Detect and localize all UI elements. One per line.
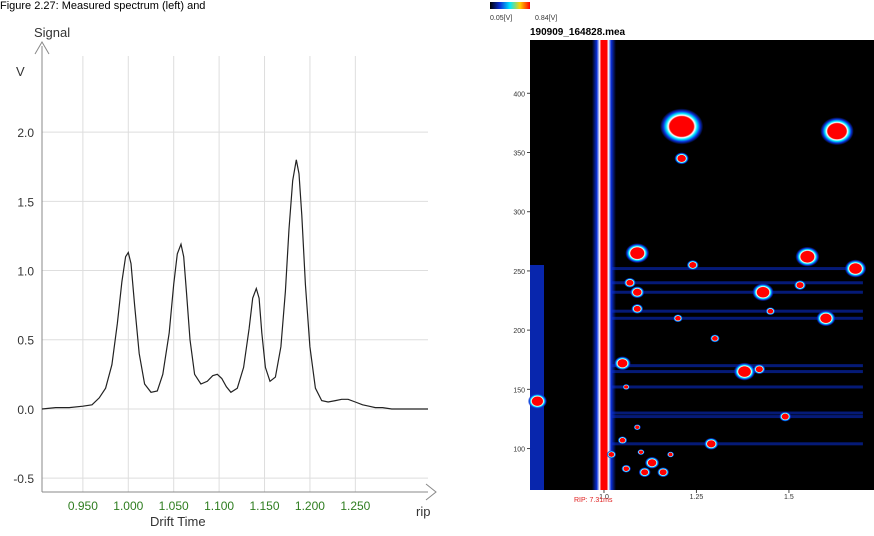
y-tick-label: 0.5 (17, 334, 34, 348)
x-tick-label: 1.100 (204, 499, 234, 513)
y-tick-label: 0.0 (17, 403, 34, 417)
x-tick-label: 1.250 (340, 499, 370, 513)
peak-blob (795, 246, 820, 267)
colorbar (490, 2, 530, 9)
grid (42, 56, 428, 492)
x-tick-label: 1.000 (113, 499, 143, 513)
peak-blob (637, 449, 645, 456)
x-tick-label: 1.150 (250, 499, 280, 513)
heatmap-y-tick-labels: 100 150 200 250 300 350 400 (513, 91, 530, 454)
signal-line (41, 159, 428, 410)
y-tick-label: 2.0 (17, 126, 34, 140)
x-tick-label: 1.200 (295, 499, 325, 513)
peak-blob (753, 364, 766, 375)
streak (611, 316, 863, 320)
y-tick-label: 250 (513, 269, 525, 276)
peak-blob (844, 259, 867, 278)
peak-blob (674, 152, 689, 165)
heatmap: 0.05[V] 0.84[V] 190909_164828.mea 100 150… (490, 2, 874, 504)
peak-blob (638, 467, 651, 478)
peak-blob (614, 356, 631, 371)
peak-blob (794, 280, 807, 291)
y-tick-label: 300 (513, 210, 525, 217)
rip-band (591, 40, 616, 490)
peak-blob (623, 277, 636, 288)
y-tick-label: 200 (513, 328, 525, 335)
y-tick-label: 1.5 (17, 195, 34, 209)
peak-blob (666, 451, 675, 458)
peak-blob (617, 436, 628, 445)
peak-blob (816, 310, 836, 327)
peak-blob (820, 117, 854, 146)
y-axis-arrow (34, 41, 50, 55)
peak-blob (631, 303, 644, 314)
peak-blob (710, 334, 720, 343)
peak-blob (622, 383, 630, 390)
streak (611, 411, 863, 415)
x-tick-label: 1.050 (159, 499, 189, 513)
figure-caption: Figure 2.27: Measured spectrum (left) an… (0, 0, 206, 12)
peak-blob (686, 260, 699, 270)
peak-blob (779, 411, 792, 422)
peak-blob (733, 362, 756, 381)
y-tick-label: 150 (513, 387, 525, 394)
peak-blob (765, 307, 776, 316)
line-chart: -0.5 0.0 0.5 1.0 1.5 2.0 0.950 1.000 1.050 1.100… (13, 25, 437, 529)
peak-blob (527, 393, 547, 410)
x-axis-arrow (425, 483, 437, 501)
peak-blob (633, 424, 641, 431)
peak-blob (630, 286, 645, 299)
peak-blob (704, 437, 719, 450)
axes (34, 41, 437, 501)
heatmap-x-tick-labels: 1.0 1.25 1.5 (599, 490, 794, 501)
streak (611, 415, 863, 419)
y-axis-label: Signal (34, 25, 70, 40)
peak-blob (752, 283, 774, 302)
y-tick-label: 100 (513, 447, 525, 454)
colorbar-max-label: 0.84[V] (535, 15, 557, 22)
x-axis-label: Drift Time (150, 514, 206, 529)
streak (611, 281, 863, 285)
y-tick-labels: -0.5 0.0 0.5 1.0 1.5 2.0 (13, 126, 34, 486)
edge-band (530, 265, 544, 490)
peak-blob (625, 243, 650, 264)
heatmap-background (530, 40, 874, 490)
peak-blob (644, 456, 660, 469)
x-tick-label: 1.5 (784, 494, 794, 501)
colorbar-min-label: 0.05[V] (490, 15, 512, 22)
peak-blob (673, 314, 683, 323)
rip-label: RIP: 7.31ms (574, 497, 613, 504)
y-tick-label: 400 (513, 91, 525, 98)
x-tick-label: 1.0 (599, 494, 609, 501)
streak (611, 290, 863, 294)
x-tick-labels: 0.950 1.000 1.050 1.100 1.150 1.200 1.250 (68, 499, 371, 513)
y-axis-unit: V (16, 64, 25, 79)
streak (611, 442, 863, 446)
x-tick-label: 1.25 (690, 494, 704, 501)
x-tick-label: 0.950 (68, 499, 98, 513)
heatmap-title: 190909_164828.mea (530, 27, 626, 38)
peak-blob (660, 108, 704, 145)
streak (611, 309, 863, 313)
y-tick-label: -0.5 (13, 472, 34, 486)
heatmap-panel: 0.05[V] 0.84[V] 190909_164828.mea 100 150… (490, 0, 874, 531)
peak-blob (657, 467, 670, 478)
y-tick-label: 1.0 (17, 265, 34, 279)
heatmap-area (527, 40, 874, 490)
streak (611, 385, 863, 389)
streak (611, 267, 863, 271)
y-tick-label: 350 (513, 151, 525, 158)
peak-blob (606, 450, 617, 459)
x-axis-unit: rip (416, 504, 430, 519)
peak-blob (621, 464, 631, 473)
